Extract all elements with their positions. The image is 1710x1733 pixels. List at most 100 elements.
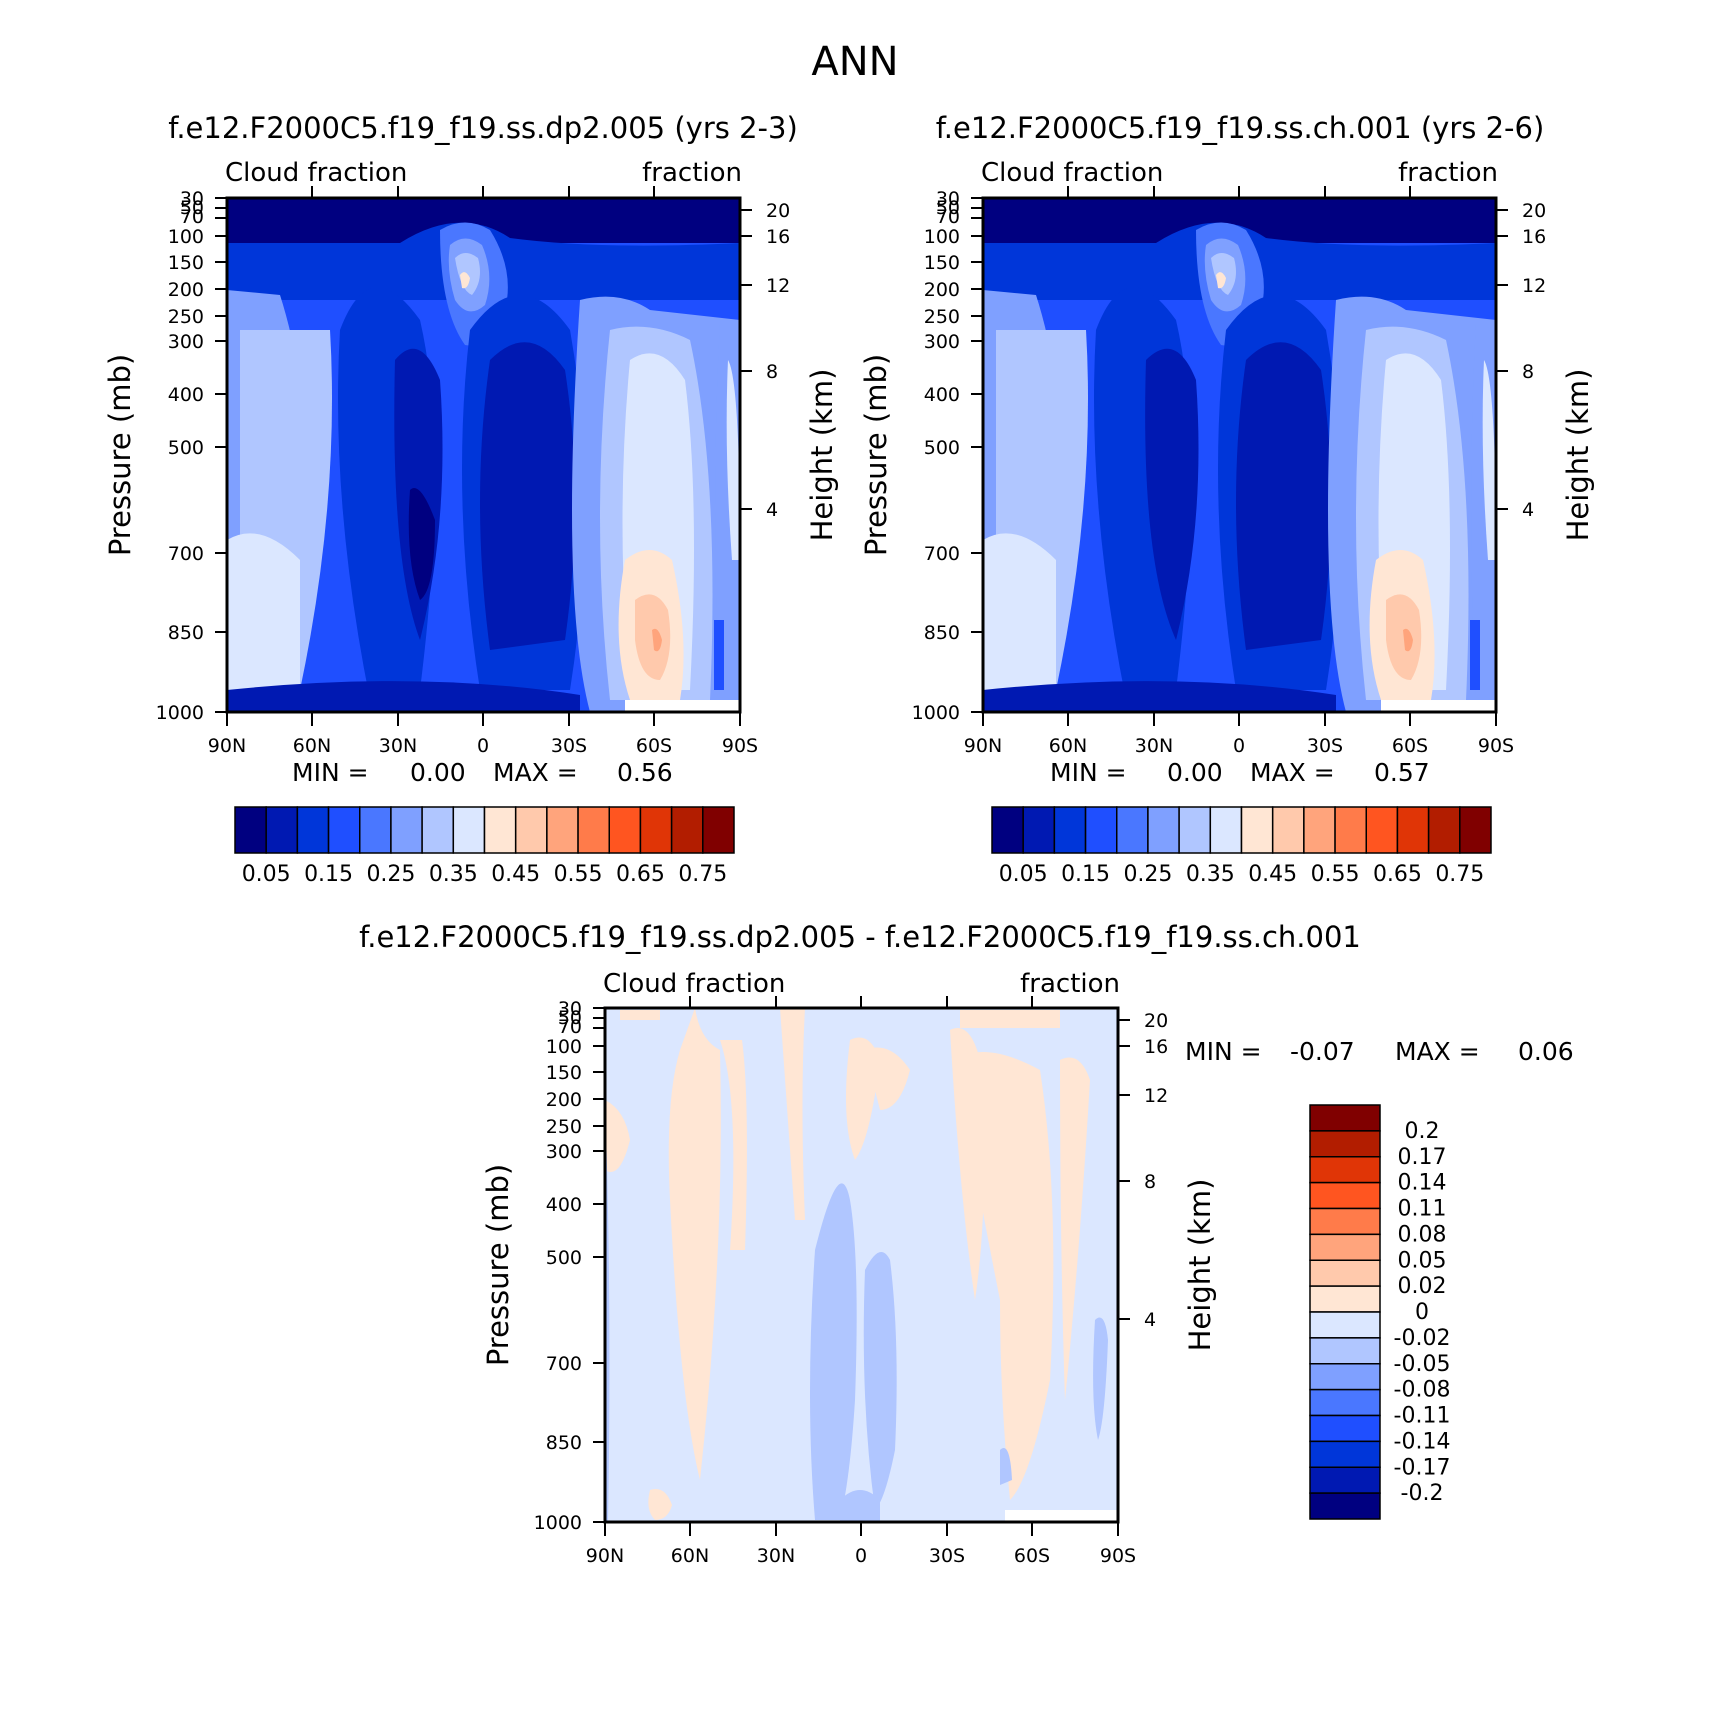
panel-1-ytick-100: 100: [168, 226, 204, 248]
panel-1-colorbar-box-0: [234, 806, 267, 854]
panel-1-colorbar-box-1: [265, 806, 299, 854]
panel-2-colorbar-box-2: [1053, 806, 1087, 854]
panel-3-colorbar-label-13: -0.17: [1394, 1455, 1451, 1480]
panel-1-colorbar-label-2: 0.25: [366, 862, 415, 887]
panel-1-ytick-150: 150: [168, 252, 204, 274]
panel-2-ytick-850: 850: [924, 622, 960, 644]
panel-1-colorbar-box-15: [702, 806, 735, 854]
panel-1-htick-12: 12: [766, 275, 790, 297]
panel-3-htick-4: 4: [1144, 1309, 1156, 1331]
panel-1-colorbar-label-0: 0.05: [242, 862, 291, 887]
panel-3-colorbar-box-14: [1309, 1466, 1381, 1494]
panel-2-colorbar-label-5: 0.55: [1311, 862, 1360, 887]
panel-1-contour-field: [227, 198, 740, 712]
panel-1-colorbar-box-12: [608, 806, 642, 854]
panel-2-colorbar-box-6: [1178, 806, 1212, 854]
panel-1-xtick-90N: 90N: [208, 735, 246, 757]
panel-1-max-value: 0.56: [617, 758, 673, 787]
panel-1-minmax: MIN = 0.00 MAX = 0.56: [292, 758, 673, 787]
panel-1-ytick-200: 200: [168, 279, 204, 301]
panel-1-ytick-1000: 1000: [156, 702, 204, 724]
panel-3-min-label: MIN =: [1185, 1037, 1262, 1066]
panel-1-right-label: fraction: [642, 158, 742, 188]
panel-3-colorbar-label-4: 0.08: [1398, 1222, 1447, 1247]
panel-2-colorbar-box-14: [1427, 806, 1461, 854]
panel-1-colorbar-label-7: 0.75: [678, 862, 727, 887]
panel-1-colorbar-box-13: [639, 806, 673, 854]
panel-2-htick-12: 12: [1522, 275, 1546, 297]
panel-2-xtick-90N: 90N: [964, 735, 1002, 757]
panel-1-y-tick-labels: 30 50 70 100 150 200 250 300 400 500 700…: [156, 188, 204, 724]
panel-3-minmax: MIN = -0.07 MAX = 0.06: [1185, 1037, 1574, 1066]
panel-1-ytick-850: 850: [168, 622, 204, 644]
panel-2-colorbar-box-8: [1240, 806, 1274, 854]
panel-2-ytick-250: 250: [924, 306, 960, 328]
panel-3-colorbar-box-7: [1309, 1285, 1381, 1313]
panel-2-minmax: MIN = 0.00 MAX = 0.57: [1050, 758, 1430, 787]
panel-3-colorbar-box-6: [1309, 1259, 1381, 1287]
panel-2-colorbar-label-4: 0.45: [1248, 862, 1297, 887]
panel-2-htick-8: 8: [1522, 361, 1534, 383]
panel-2-contour-field: [983, 198, 1496, 712]
panel-3-colorbar-box-11: [1309, 1388, 1381, 1417]
panel-1-y-ticks: [215, 197, 227, 713]
panel-3-colorbar-label-5: 0.05: [1398, 1248, 1447, 1273]
panel-1-colorbar: 0.05 0.15 0.25 0.35 0.45 0.55 0.65 0.75: [234, 806, 735, 887]
panel-1-htick-16: 16: [766, 226, 790, 248]
panel-3-right-axis-label: Height (km): [1183, 1179, 1217, 1352]
panel-1-colorbar-label-4: 0.45: [491, 862, 540, 887]
panel-2-colorbar-box-0: [991, 806, 1024, 854]
panel-3-x-tick-labels: 90N 60N 30N 0 30S 60S 90S: [586, 1545, 1136, 1567]
panel-1-colorbar-box-11: [577, 806, 610, 854]
panel-1-ytick-30: 30: [180, 188, 204, 210]
panel-2-colorbar-box-15: [1459, 806, 1492, 854]
panel-3-colorbar-label-2: 0.14: [1398, 1171, 1447, 1196]
panel-1-colorbar-box-3: [327, 806, 361, 854]
panel-2-right-label: fraction: [1398, 158, 1498, 188]
panel-1-colorbar-box-5: [390, 806, 423, 854]
panel-3-ytick-200: 200: [546, 1089, 582, 1111]
panel-1-left-label: Cloud fraction: [225, 158, 407, 188]
panel-3-colorbar-label-10: -0.08: [1394, 1378, 1451, 1403]
panel-3-colorbar-box-3: [1309, 1181, 1381, 1210]
panel-3-ytick-50: 50: [558, 1007, 582, 1029]
panel-3-colorbar-label-11: -0.11: [1394, 1404, 1451, 1429]
panel-2-colorbar-box-13: [1396, 806, 1430, 854]
panel-2-xtick-90S: 90S: [1478, 735, 1514, 757]
panel-3-colorbar-box-4: [1309, 1207, 1381, 1236]
panel-1-colorbar-box-8: [483, 806, 517, 854]
panel-1-colorbar-box-2: [296, 806, 330, 854]
panel-3-ytick-300: 300: [546, 1141, 582, 1163]
panel-3-htick-20: 20: [1144, 1010, 1168, 1032]
panel-2-xtick-30S: 30S: [1307, 735, 1343, 757]
panel-2-y-axis-label: Pressure (mb): [859, 354, 893, 556]
panel-2-colorbar-box-12: [1365, 806, 1399, 854]
panel-3: f.e12.F2000C5.f19_f19.ss.dp2.005 - f.e12…: [359, 920, 1574, 1567]
panel-2-y-tick-labels: 30 50 70 100 150 200 250 300 400 500 700…: [912, 188, 960, 724]
panel-3-colorbar-label-12: -0.14: [1394, 1429, 1451, 1454]
panel-3-colorbar-label-14: -0.2: [1401, 1481, 1444, 1506]
panel-2-x-tick-labels: 90N 60N 30N 0 30S 60S 90S: [964, 735, 1514, 757]
panel-3-x-ticks: [604, 996, 1119, 1536]
panel-2-colorbar-label-6: 0.65: [1373, 862, 1422, 887]
panel-3-colorbar-box-5: [1309, 1233, 1381, 1261]
panel-2-height-ticks: [1496, 209, 1508, 510]
panel-1-colorbar-label-5: 0.55: [554, 862, 603, 887]
panel-3-colorbar-label-8: -0.02: [1394, 1326, 1451, 1351]
panel-3-y-axis-label: Pressure (mb): [481, 1164, 515, 1366]
panel-3-ytick-30: 30: [558, 998, 582, 1020]
panel-3-ytick-250: 250: [546, 1116, 582, 1138]
panel-2-ytick-150: 150: [924, 252, 960, 274]
panel-2-ytick-200: 200: [924, 279, 960, 301]
panel-3-height-tick-labels: 20 16 12 8 4: [1144, 1010, 1168, 1331]
panel-2-min-label: MIN =: [1050, 758, 1127, 787]
panel-3-colorbar-label-9: -0.05: [1394, 1352, 1451, 1377]
panel-3-colorbar-label-6: 0.02: [1398, 1274, 1447, 1299]
panel-1-colorbar-label-6: 0.65: [616, 862, 665, 887]
panel-2-colorbar-box-3: [1084, 806, 1118, 854]
panel-3-title: f.e12.F2000C5.f19_f19.ss.dp2.005 - f.e12…: [359, 920, 1361, 954]
panel-2-title: f.e12.F2000C5.f19_f19.ss.ch.001 (yrs 2-6…: [936, 111, 1545, 145]
panel-1-x-tick-labels: 90N 60N 30N 0 30S 60S 90S: [208, 735, 758, 757]
panel-2-colorbar-label-3: 0.35: [1186, 862, 1235, 887]
panel-3-height-ticks: [1118, 1019, 1130, 1320]
